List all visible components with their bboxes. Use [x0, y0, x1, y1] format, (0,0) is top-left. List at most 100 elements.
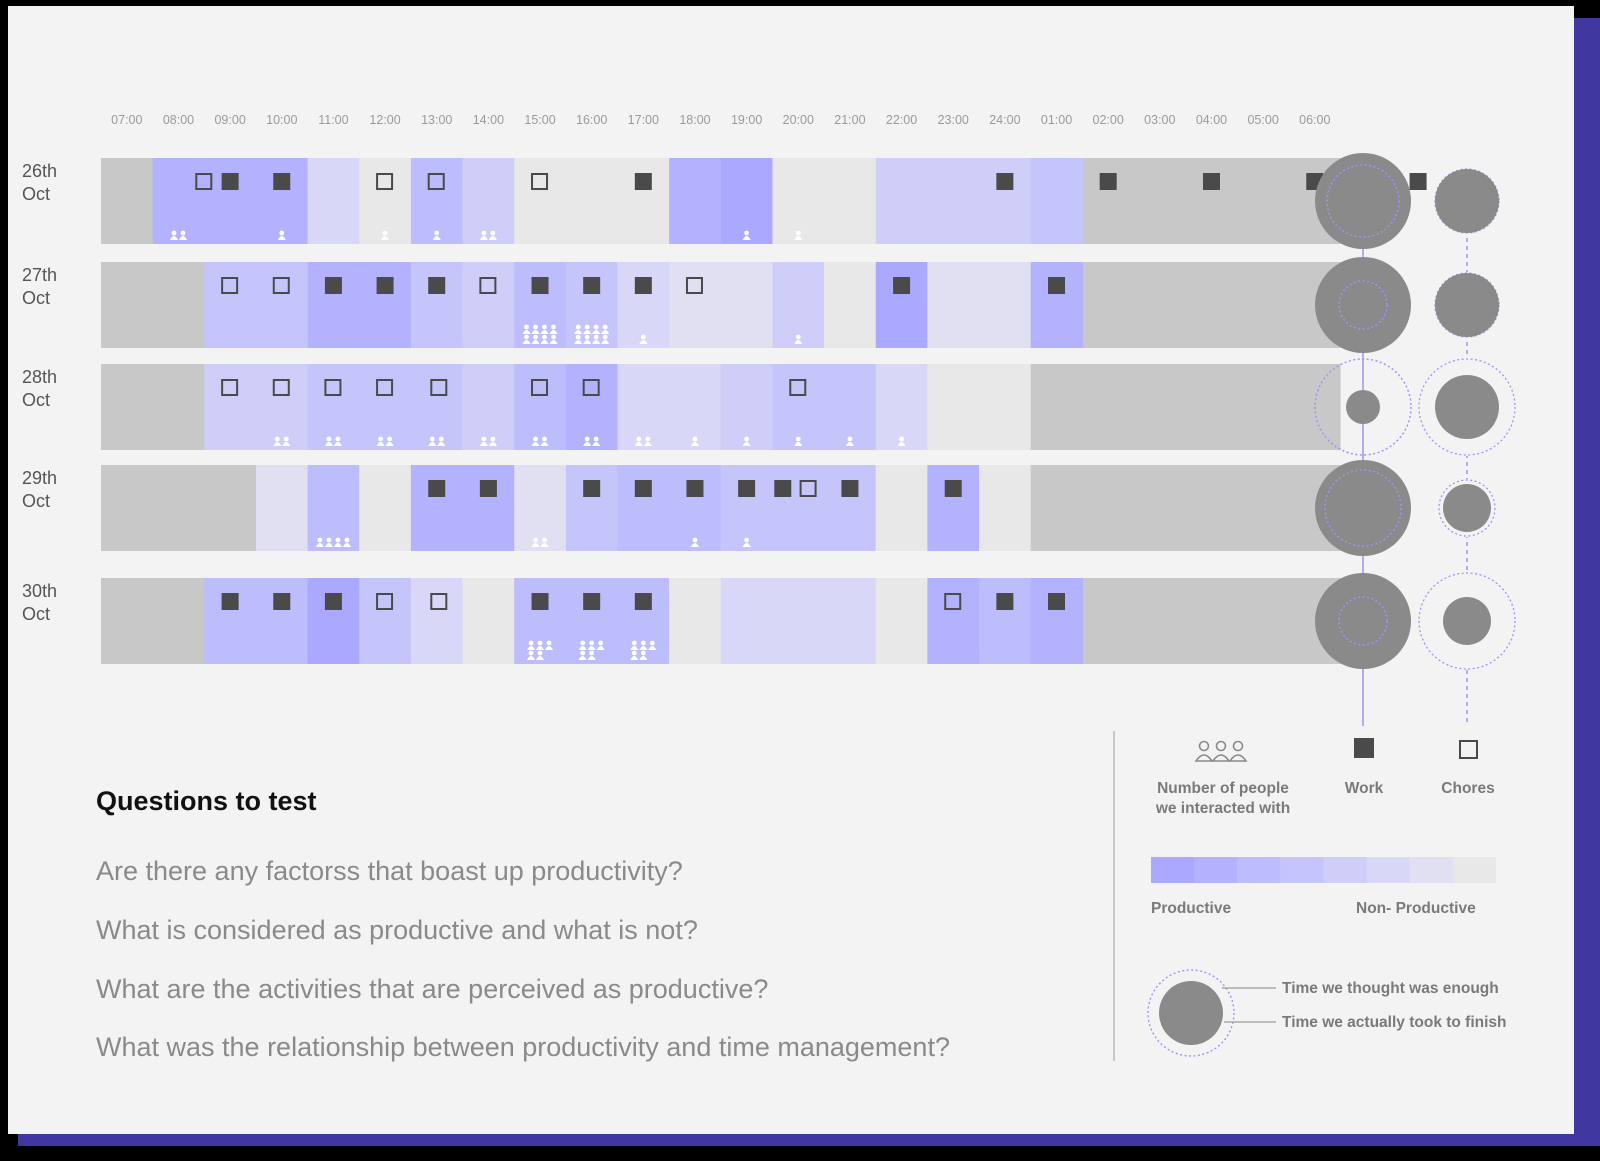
day-label: 30th Oct [22, 581, 58, 624]
hour-cell [979, 158, 1032, 244]
work-marker [428, 277, 446, 294]
hour-cell [772, 364, 825, 450]
work-marker [531, 593, 549, 610]
hour-cell [101, 578, 154, 664]
hour-cell [514, 158, 567, 244]
hour-cell [669, 364, 722, 450]
hour-cell [307, 578, 360, 664]
hour-cell [1030, 158, 1083, 244]
hour-cell [772, 465, 825, 551]
people-legend-line-2: we interacted with [1155, 800, 1291, 817]
people-marker [273, 436, 291, 446]
hour-cell [720, 262, 774, 348]
work-marker [686, 480, 704, 497]
people-marker [897, 436, 906, 446]
day-label: 26th Oct [22, 161, 58, 204]
hour-cell [875, 465, 928, 551]
time-label: 04:00 [1196, 113, 1227, 127]
work-marker [531, 277, 549, 294]
chore-marker [376, 379, 394, 396]
people-marker [527, 640, 554, 660]
question-3: What are the activities that are perceiv… [96, 974, 769, 1004]
work-marker [221, 593, 239, 610]
chore-marker [324, 379, 342, 396]
chore-marker [272, 277, 290, 294]
hour-cell [152, 465, 205, 551]
hour-cell [101, 364, 154, 450]
work-time-actual [1315, 573, 1411, 669]
chore-marker [430, 593, 448, 610]
people-marker [634, 436, 652, 446]
hour-cell [410, 465, 464, 551]
chore-marker [195, 173, 213, 190]
time-label: 17:00 [628, 113, 659, 127]
time-label: 13:00 [421, 113, 452, 127]
hour-cell [514, 364, 567, 450]
work-marker [738, 480, 756, 497]
time-label: 09:00 [214, 113, 245, 127]
hour-cell [669, 465, 722, 551]
chores-time-actual [1435, 169, 1499, 233]
work-time-planned [1324, 469, 1402, 547]
chores-legend-label: Chores [1441, 780, 1495, 797]
hour-cell [720, 578, 774, 664]
chore-marker [531, 173, 549, 190]
time-label: 15:00 [524, 113, 555, 127]
people-marker [794, 230, 803, 240]
hour-cell [669, 262, 722, 348]
productivity-timeline-chart: 07:00 08:00 09:00 10:00 11:00 12:00 13:00 14:00… [101, 113, 1516, 726]
work-marker [479, 480, 497, 497]
work-marker [841, 480, 859, 497]
time-label: 23:00 [938, 113, 969, 127]
time-label: 18:00 [679, 113, 710, 127]
hour-cell [307, 465, 360, 551]
time-label: 22:00 [886, 113, 917, 127]
hour-cell [514, 465, 567, 551]
hour-cell [152, 158, 205, 244]
people-marker [479, 230, 497, 240]
chore-marker [376, 593, 394, 610]
hour-cell [1030, 465, 1083, 551]
work-marker [996, 173, 1014, 190]
work-time-planned [1314, 358, 1412, 456]
hour-cell [927, 262, 980, 348]
hour-cell [927, 465, 980, 551]
hour-cell [359, 465, 412, 551]
chore-marker [376, 173, 394, 190]
people-marker [531, 436, 549, 446]
hour-cell [410, 578, 464, 664]
day-label: 27th Oct [22, 265, 58, 308]
people-marker [315, 537, 351, 547]
hour-cell [720, 465, 774, 551]
chores-time-actual [1443, 597, 1491, 645]
work-time-actual [1315, 257, 1411, 353]
people-marker [522, 324, 558, 344]
gradient-step [1280, 857, 1324, 883]
gradient-step [1409, 857, 1454, 883]
people-legend-label: Number of people we interacted with [1138, 779, 1308, 819]
work-marker [996, 593, 1014, 610]
hour-cell [720, 364, 774, 450]
hour-cell [204, 158, 257, 244]
work-time-planned [1326, 164, 1400, 238]
hour-cell [204, 262, 257, 348]
hour-cell [617, 364, 670, 450]
hour-cell [462, 578, 515, 664]
chores-time-planned [1418, 572, 1516, 670]
chores-time-planned [1418, 358, 1516, 456]
hour-cell [255, 364, 309, 450]
question-1: Are there any factorss that boast up pro… [96, 856, 683, 886]
chores-time-actual [1435, 375, 1499, 439]
hour-cell [875, 364, 928, 450]
hour-cell [462, 465, 515, 551]
work-marker [774, 480, 792, 497]
hour-cell [255, 158, 309, 244]
hour-cell [565, 364, 619, 450]
people-marker [169, 230, 187, 240]
chores-time-planned [1438, 479, 1496, 537]
work-time-actual [1346, 390, 1380, 424]
hour-cell [101, 158, 154, 244]
time-label: 12:00 [369, 113, 400, 127]
work-marker [1048, 593, 1066, 610]
time-label: 19:00 [731, 113, 762, 127]
